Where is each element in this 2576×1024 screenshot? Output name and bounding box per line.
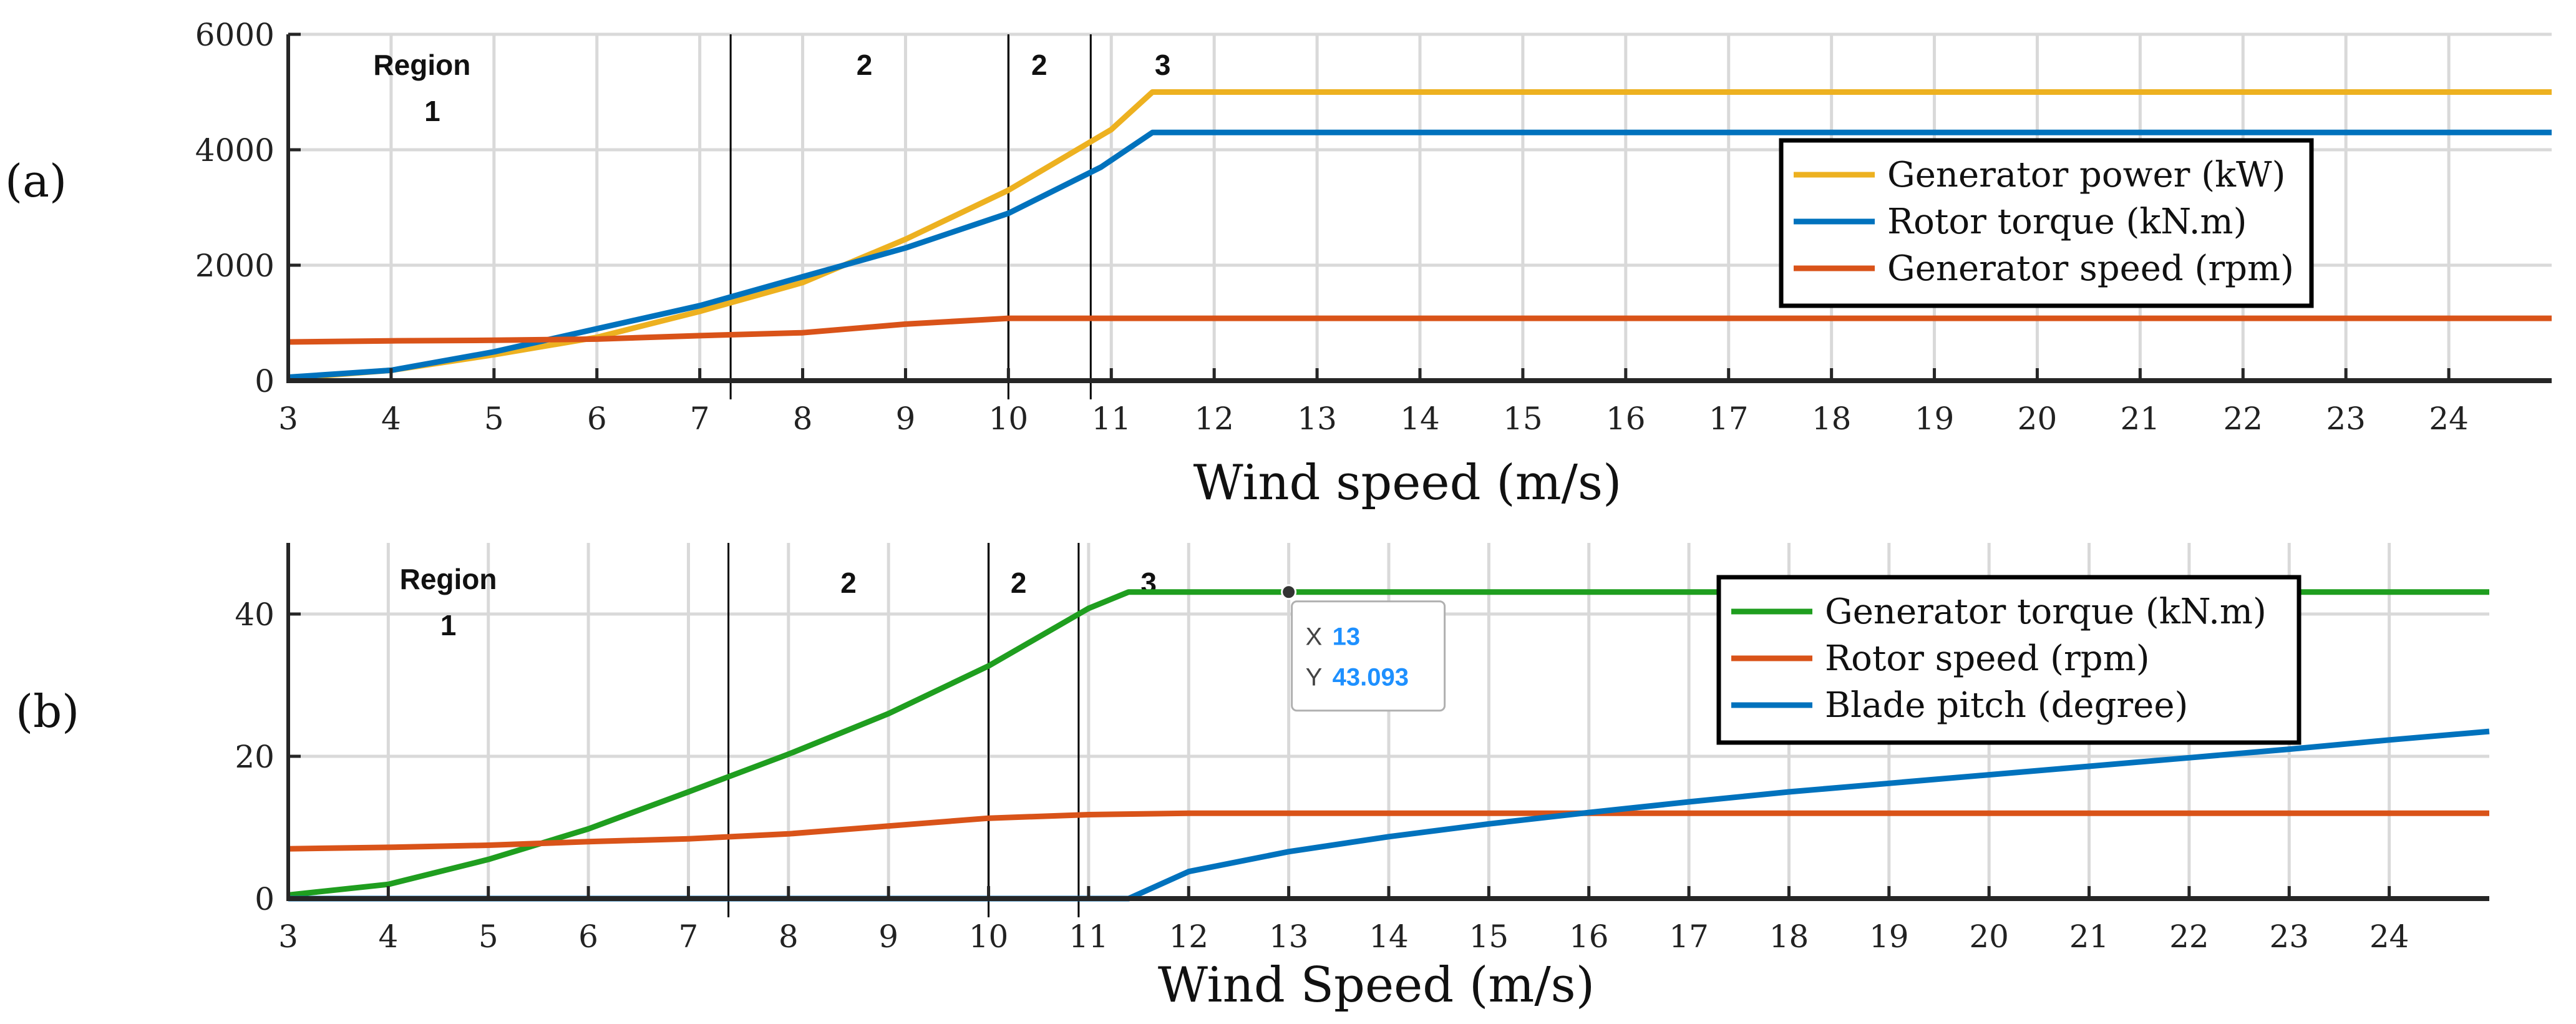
region-label: Region (400, 563, 497, 595)
x-tick-label: 3 (278, 919, 298, 955)
series-line (288, 589, 2489, 898)
x-tick-label: 6 (587, 401, 607, 437)
x-tick-label: 14 (1400, 401, 1440, 437)
panel-b-label: (b) (16, 685, 79, 738)
datatip-marker (1281, 584, 1297, 600)
x-tick-label: 21 (2121, 401, 2160, 437)
legend-entry: Generator torque (kN.m) (1825, 592, 2267, 632)
series-line (288, 810, 2489, 852)
x-tick-label: 8 (793, 401, 813, 437)
x-tick-label: 20 (1969, 919, 2009, 955)
region-label: 2 (840, 567, 857, 599)
y-tick-label: 0 (255, 881, 275, 917)
x-tick-label: 9 (878, 919, 898, 955)
region-label: Region (373, 49, 470, 81)
x-tick-label: 12 (1169, 919, 1208, 955)
x-tick-label: 8 (779, 919, 799, 955)
panel-a-label: (a) (5, 155, 67, 207)
x-tick-label: 3 (278, 401, 298, 437)
datatip-x-value: 13 (1333, 623, 1361, 651)
y-tick-label: 4000 (195, 132, 275, 168)
x-axis-label: Wind speed (m/s) (1193, 455, 1622, 511)
legend-entry: Rotor speed (rpm) (1825, 638, 2150, 679)
x-tick-label: 15 (1469, 919, 1509, 955)
region-label: 1 (424, 95, 440, 127)
x-tick-label: 19 (1869, 919, 1909, 955)
region-label: 1 (440, 609, 457, 641)
x-tick-label: 16 (1569, 919, 1609, 955)
series-line (288, 315, 2552, 345)
x-tick-label: 19 (1915, 401, 1955, 437)
x-tick-label: 18 (1812, 401, 1852, 437)
datatip-y-label: Y (1306, 664, 1323, 691)
legend-entry: Generator speed (rpm) (1887, 248, 2294, 289)
x-tick-label: 12 (1194, 401, 1234, 437)
x-tick-label: 13 (1297, 401, 1337, 437)
x-tick-label: 23 (2326, 401, 2366, 437)
datatip-x-label: X (1306, 623, 1323, 651)
series-line (288, 129, 2552, 380)
x-tick-label: 17 (1709, 401, 1749, 437)
legend-entry: Rotor torque (kN.m) (1887, 202, 2247, 242)
datatip-y-value: 43.093 (1333, 664, 1409, 691)
y-tick-label: 2000 (195, 248, 275, 284)
x-tick-label: 21 (2069, 919, 2109, 955)
x-tick-label: 15 (1503, 401, 1543, 437)
x-tick-label: 23 (2269, 919, 2309, 955)
x-tick-label: 10 (989, 401, 1029, 437)
datatip-box (1291, 600, 1446, 712)
x-tick-label: 4 (381, 401, 401, 437)
region-label: 3 (1155, 49, 1171, 81)
x-tick-label: 5 (479, 919, 498, 955)
region-label: 2 (857, 49, 873, 81)
region-label: 2 (1031, 49, 1047, 81)
legend-entry: Blade pitch (degree) (1825, 685, 2188, 726)
x-tick-label: 24 (2369, 919, 2409, 955)
x-tick-label: 10 (969, 919, 1009, 955)
y-tick-label: 20 (235, 739, 275, 775)
region-label: 2 (1011, 567, 1027, 599)
y-tick-label: 40 (235, 597, 275, 633)
series-line (288, 728, 2490, 902)
x-tick-label: 7 (679, 919, 699, 955)
x-tick-label: 11 (1069, 919, 1109, 955)
x-tick-label: 6 (578, 919, 598, 955)
x-tick-label: 18 (1769, 919, 1809, 955)
x-tick-label: 17 (1669, 919, 1709, 955)
y-tick-label: 0 (255, 363, 275, 399)
x-tick-label: 5 (484, 401, 504, 437)
x-tick-label: 22 (2223, 401, 2263, 437)
x-tick-label: 4 (378, 919, 398, 955)
x-tick-label: 16 (1606, 401, 1646, 437)
x-tick-label: 14 (1369, 919, 1409, 955)
y-tick-label: 6000 (195, 17, 275, 53)
x-tick-label: 7 (690, 401, 710, 437)
x-tick-label: 22 (2169, 919, 2209, 955)
legend-entry: Generator power (kW) (1887, 155, 2285, 195)
x-tick-label: 13 (1269, 919, 1309, 955)
x-tick-label: 24 (2429, 401, 2469, 437)
x-tick-label: 20 (2018, 401, 2058, 437)
x-axis-label: Wind Speed (m/s) (1158, 957, 1595, 1013)
x-tick-label: 11 (1091, 401, 1131, 437)
legend-box (1716, 575, 2301, 745)
x-tick-label: 9 (896, 401, 916, 437)
